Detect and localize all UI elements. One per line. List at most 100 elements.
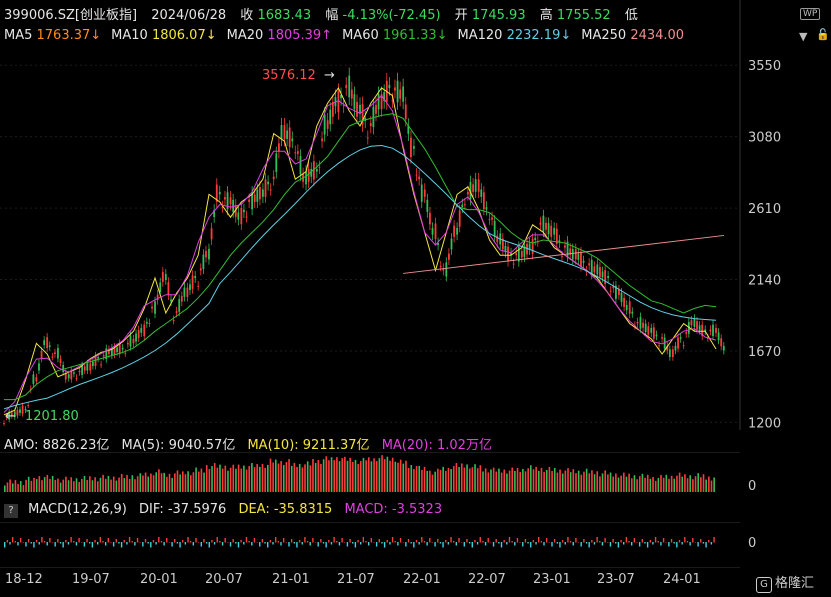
amo-bar: [370, 461, 373, 492]
macd-bar: [519, 542, 521, 543]
macd-bar: [646, 542, 649, 548]
close-value: 1683.43: [257, 8, 312, 23]
amo-bar: [630, 478, 633, 492]
macd-bar: [4, 542, 6, 548]
dropdown-icon[interactable]: ▼: [799, 30, 808, 43]
macd-bar: [211, 540, 213, 543]
amo-bar: [243, 465, 245, 492]
watermark-toggle-icon[interactable]: WP: [800, 8, 821, 20]
macd-bar: [686, 541, 689, 543]
amo-bar: [548, 467, 551, 492]
candle-body: [561, 256, 563, 258]
candle-body: [383, 92, 386, 102]
macd-bar: [442, 542, 444, 548]
amo-bar: [556, 472, 559, 492]
amo-bar: [96, 481, 99, 492]
amo-bar: [429, 470, 431, 492]
candle-body: [296, 151, 299, 154]
macd-bar: [556, 542, 558, 544]
candle-body: [628, 301, 631, 314]
candle-body: [504, 245, 507, 253]
amo-bar: [649, 478, 652, 492]
ma-label: MA5: [4, 28, 37, 43]
macd-bar: [572, 542, 574, 546]
candle-body: [307, 168, 310, 182]
amo-bar: [354, 459, 357, 492]
macd-bar: [636, 542, 638, 543]
macd-bar: [508, 537, 511, 543]
candle-body: [159, 282, 162, 292]
macd-bar: [535, 542, 537, 545]
macd-bar: [530, 542, 532, 548]
candle-body: [356, 101, 358, 117]
macd-bar: [320, 539, 322, 543]
macd-bar: [665, 542, 667, 543]
candle-body: [245, 216, 248, 218]
candle-body: [399, 89, 402, 99]
candle-body: [329, 109, 332, 125]
amo-bar: [259, 466, 261, 492]
amo-bar: [67, 480, 70, 492]
amo-bar: [126, 475, 128, 492]
macd-bar: [450, 537, 452, 543]
macd-bar: [410, 542, 412, 544]
amo-bar: [227, 470, 229, 492]
amo-bar: [646, 474, 649, 492]
candle-body: [13, 411, 16, 418]
candle-body: [696, 321, 698, 330]
amo-bar: [530, 465, 532, 492]
macd-bar: [232, 539, 234, 543]
amo-bar: [367, 457, 370, 492]
macd-bar: [604, 538, 606, 543]
amo-bar: [91, 480, 94, 492]
macd-bar: [660, 542, 662, 546]
amo-bar: [527, 468, 529, 492]
time-tick-label: 22-07: [468, 572, 506, 587]
macd-bar: [702, 542, 705, 544]
macd-bar: [259, 542, 261, 547]
amo-bar: [572, 469, 575, 492]
amo-bar: [235, 468, 237, 492]
candle-body: [668, 349, 671, 358]
macd-bar: [78, 538, 80, 543]
candle-body: [280, 125, 283, 140]
price-tick-label: 2140: [748, 274, 781, 289]
candle-body: [89, 363, 92, 371]
ma-value: 1961.33↓: [382, 28, 448, 43]
candle-body: [361, 104, 364, 125]
candle-body: [588, 263, 591, 266]
macd-dif: DIF: -37.5976: [139, 502, 227, 517]
candle-body: [679, 337, 682, 339]
amo-bar: [128, 479, 131, 492]
candle-body: [569, 248, 572, 255]
macd-bar: [147, 542, 149, 544]
amo-bar: [325, 456, 328, 492]
macd-bar: [57, 539, 59, 543]
amo-bar: [83, 475, 86, 492]
candle-body: [318, 167, 321, 169]
candle-body: [272, 176, 275, 180]
candle-body: [277, 143, 280, 152]
amo-bar: [540, 467, 543, 492]
candle-body: [240, 207, 243, 225]
help-icon[interactable]: ?: [4, 504, 18, 518]
amo-bar: [503, 469, 506, 492]
macd-bar: [171, 542, 173, 547]
amo-bar: [248, 466, 251, 492]
amo-bar: [442, 466, 444, 492]
candle-body: [10, 412, 13, 416]
amo-bar: [593, 474, 596, 492]
macd-bar: [710, 542, 713, 545]
macd-bar: [413, 542, 415, 548]
lock-icon[interactable]: 🔓: [816, 28, 830, 41]
candle-body: [64, 372, 67, 380]
amo-bar: [166, 476, 168, 492]
ma-label: MA250: [581, 28, 631, 43]
macd-bar: [134, 542, 136, 546]
macd-bar: [25, 542, 27, 547]
brand-g-icon: G: [756, 577, 772, 593]
macd-bar: [540, 541, 543, 543]
candle-body: [701, 324, 704, 337]
candle-body: [388, 84, 391, 88]
amo-bar: [575, 473, 577, 492]
